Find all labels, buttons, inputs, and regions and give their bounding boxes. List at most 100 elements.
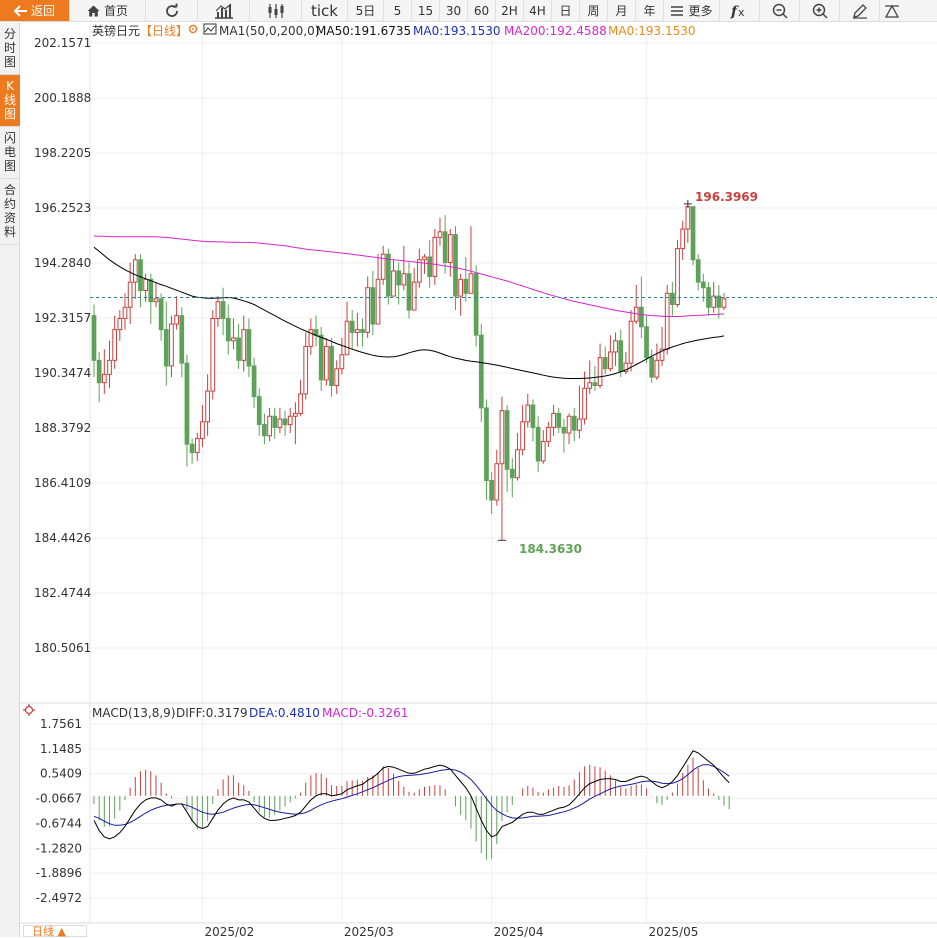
tab-contract-info[interactable]: 合 约 资 料 <box>0 179 20 245</box>
candle <box>582 371 587 425</box>
macd-settings-icon[interactable] <box>23 704 35 716</box>
back-button[interactable]: 返回 <box>0 0 70 21</box>
candle-body <box>163 329 169 367</box>
candle <box>138 254 143 308</box>
candle-body <box>96 359 102 384</box>
candle-body <box>504 410 510 470</box>
candle-body <box>442 231 448 264</box>
macd-tick-label: 1.1485 <box>40 742 82 756</box>
candle <box>675 240 680 308</box>
indicator-chart-icon[interactable] <box>203 23 217 35</box>
drawing-tools-button[interactable] <box>880 0 904 21</box>
chart-type-button[interactable] <box>198 0 250 21</box>
candle-body <box>432 236 438 278</box>
candle-body <box>200 421 205 440</box>
period-year[interactable]: 年 <box>636 0 664 21</box>
more-button[interactable]: 更多 <box>664 0 720 21</box>
draw-button[interactable] <box>840 0 880 21</box>
candle-body <box>277 418 283 428</box>
price-tick-label: 180.5061 <box>34 641 91 655</box>
period-day[interactable]: 日 <box>552 0 580 21</box>
macd-tick-label: -0.0667 <box>36 792 82 806</box>
candle-body <box>520 421 525 451</box>
candle-body <box>220 301 226 319</box>
candle <box>179 307 185 378</box>
candle-body <box>287 415 293 426</box>
candle <box>282 410 288 436</box>
candle-body <box>210 317 216 392</box>
macd-tick-label: -2.4972 <box>36 891 82 905</box>
svg-text:f: f <box>730 4 740 19</box>
zoom-in-button[interactable] <box>800 0 840 21</box>
candle <box>96 351 102 403</box>
period-60m[interactable]: 60 <box>468 0 496 21</box>
tick-button[interactable]: tick <box>302 0 348 21</box>
settings-gear-icon[interactable] <box>188 24 198 34</box>
candle-body <box>107 359 112 375</box>
candle <box>148 273 154 325</box>
candle-body <box>571 415 577 431</box>
candle <box>132 254 138 299</box>
candle <box>169 315 174 378</box>
candle-body <box>546 426 551 442</box>
candle-body <box>91 315 97 361</box>
candle-body <box>597 357 603 387</box>
period-month[interactable]: 月 <box>608 0 636 21</box>
candle-body <box>117 317 123 331</box>
candle-body <box>282 418 288 426</box>
tab-contract-char: 资 <box>3 211 16 225</box>
period-5m[interactable]: 5 <box>384 0 412 21</box>
candle <box>447 229 453 277</box>
price-tick-label: 182.4744 <box>34 586 91 600</box>
candle-body <box>644 326 649 359</box>
candle-body <box>628 320 634 364</box>
candle <box>101 349 107 394</box>
legend-ma0: MA0:193.1530 <box>413 24 501 38</box>
period-4h[interactable]: 4H <box>524 0 552 21</box>
legend-indicator: MA1(50,0,200,0) <box>219 24 319 38</box>
candle-body <box>184 362 190 445</box>
candle-body <box>478 334 484 409</box>
candle-body <box>267 415 272 437</box>
candle-body <box>360 329 365 333</box>
candle-body <box>711 295 717 308</box>
legend-symbol: 英镑日元 <box>92 23 140 38</box>
candle <box>478 324 484 422</box>
macd-value-label: MACD:-0.3261 <box>322 706 408 720</box>
candle <box>504 405 510 492</box>
tab-flash[interactable]: 闪 电 图 <box>0 127 20 179</box>
home-button[interactable]: 首页 <box>70 0 146 21</box>
candle-body <box>602 357 608 370</box>
tab-kline[interactable]: K 线 图 <box>0 75 20 127</box>
macd-tick-label: -1.2820 <box>36 841 82 855</box>
refresh-button[interactable] <box>146 0 198 21</box>
chart-area[interactable]: 202.1571 200.1888 198.2205 196.2523 194.2840… <box>20 23 937 937</box>
candle-body <box>298 393 303 414</box>
period-selector-button[interactable]: 日线 ▲ <box>23 925 87 937</box>
candle <box>158 293 164 341</box>
candle-body <box>344 320 350 356</box>
zoom-out-button[interactable] <box>760 0 800 21</box>
candle-body <box>453 234 458 297</box>
candle-body <box>675 248 680 305</box>
period-30m[interactable]: 30 <box>440 0 468 21</box>
period-15m[interactable]: 15 <box>412 0 440 21</box>
menu-icon <box>671 5 684 16</box>
candle-body <box>685 206 691 230</box>
candlestick-button[interactable] <box>250 0 302 21</box>
candle <box>716 284 722 319</box>
price-axis: 202.1571 200.1888 198.2205 196.2523 194.2840… <box>34 36 91 655</box>
candle-body <box>608 351 613 370</box>
candle <box>267 407 272 442</box>
period-week[interactable]: 周 <box>580 0 608 21</box>
tab-timeshare[interactable]: 分 时 图 <box>0 23 20 75</box>
tab-timeshare-char: 分 <box>3 27 16 41</box>
macd-dea-label: DEA:0.4810 <box>249 706 320 720</box>
dea-line <box>93 764 730 826</box>
period-5d[interactable]: 5日 <box>348 0 384 21</box>
candle-body <box>308 329 314 347</box>
period-2h[interactable]: 2H <box>496 0 524 21</box>
price-tick-label: 188.3792 <box>34 421 91 435</box>
